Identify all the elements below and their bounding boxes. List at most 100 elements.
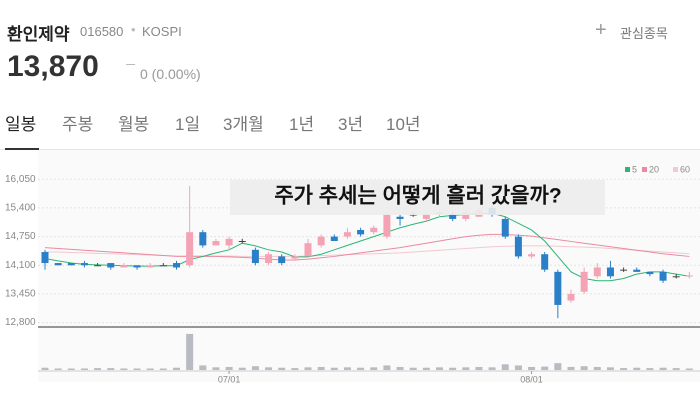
candle [238,238,246,244]
volume-bar [238,367,246,370]
volume-bar [94,368,102,370]
candle-body [212,241,220,246]
candle-body [580,271,588,292]
period-tab[interactable]: 3개월 [223,115,264,134]
volume-bar [278,367,286,370]
price-change: 0 (0.00%) [140,66,201,82]
period-tab[interactable]: 3년 [338,115,364,134]
y-tick-label: 13,450 [5,289,36,300]
volume-bar [67,368,75,370]
period-tab[interactable]: 일봉 [5,115,37,134]
volume-bar [41,367,49,370]
volume-bar [580,366,588,370]
candle-body [659,271,667,281]
volume-bar [396,366,404,370]
volume-bar [449,367,457,370]
candle [199,229,207,248]
volume-bar [422,367,430,370]
candle-body [291,256,299,259]
candle [514,234,522,259]
candle [265,252,273,266]
watch-button[interactable]: + 관심종목 [595,19,668,41]
candle [225,236,233,250]
candle-body [133,265,141,268]
candle [541,252,549,272]
candle-body [409,214,417,216]
candle-body [672,276,680,278]
candle [659,269,667,283]
candle-body [225,238,233,246]
candle [396,214,404,226]
candle [67,263,75,266]
candle-body [80,263,88,266]
volume-bar [646,368,654,370]
tab-divider [0,149,700,150]
candle-body [462,212,470,219]
candle [304,238,312,257]
candle-body [685,275,693,277]
volume-bar [685,368,693,370]
candle-body [528,254,536,257]
candle-body [146,265,154,268]
candle [554,269,562,319]
period-tab[interactable]: 1일 [175,115,201,134]
watch-label: 관심종목 [620,26,668,41]
candle [54,263,62,266]
candle-body [383,214,391,237]
legend-label: 60 [680,164,690,174]
candle [357,227,365,237]
volume-bar [199,365,207,370]
candle-body [357,229,365,235]
candle [672,274,680,279]
y-tick-label: 16,050 [5,174,36,185]
candle-body [330,236,338,241]
candle [212,238,220,246]
volume-bar [265,367,273,370]
candle-body [173,263,180,268]
candle-body [54,263,62,266]
candle-body [238,241,246,242]
market: KOSPI [142,24,182,39]
volume-bar [528,366,536,370]
candle [278,254,286,266]
volume-bar [633,367,641,370]
candle-body [343,232,351,237]
candle [159,263,167,267]
candle-body [606,267,614,277]
period-tab[interactable]: 주봉 [62,115,94,134]
period-tab[interactable]: 10년 [386,115,421,134]
candle [186,185,194,268]
annotation: 주가 추세는 어떻게 흘러 갔을까? [274,184,561,208]
candle-body [449,214,457,219]
volume-bar [251,366,259,370]
candle-body [120,265,128,268]
period-tab[interactable]: 월봉 [118,115,150,134]
candle-body [251,249,259,264]
candle-body [422,214,430,219]
volume-bar [593,366,601,370]
volume-bar [291,368,299,370]
volume-bar [173,367,180,370]
volume-bar [659,367,667,370]
candle [107,263,115,270]
candle-body [514,236,522,257]
legend-swatch [625,167,630,172]
volume-bar [343,367,351,370]
moving-average-line [44,233,690,261]
x-tick-label: 07/01 [218,374,241,384]
candle [41,249,49,270]
stock-name: 환인제약 [7,25,70,44]
candle [94,263,102,267]
current-price: 13,870 [7,50,99,83]
candle [593,263,601,279]
volume-bar [606,367,614,370]
candle-body [567,293,575,301]
candle-body [501,218,509,237]
candle-body [633,269,641,272]
candle [251,247,259,266]
legend-swatch [642,167,647,172]
period-tab[interactable]: 1년 [289,115,315,134]
candle-body [554,271,562,305]
volume-bar [54,368,62,370]
